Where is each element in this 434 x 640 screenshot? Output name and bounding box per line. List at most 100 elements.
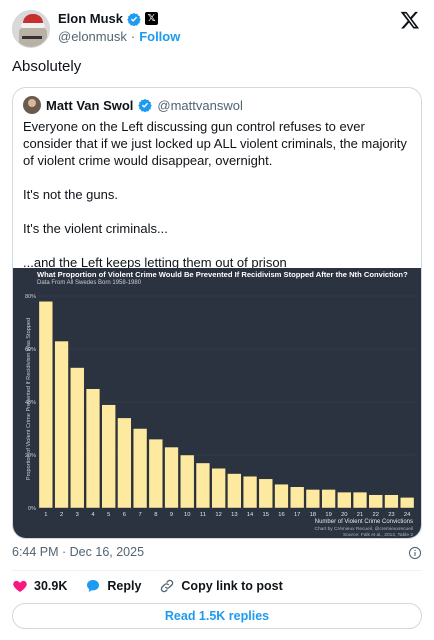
quoted-paragraph: Everyone on the Left discussing gun cont… (23, 119, 407, 168)
copy-link-label: Copy link to post (181, 579, 283, 593)
heart-icon (13, 580, 27, 592)
chart-y-tick-label: 40% (25, 400, 36, 406)
chart-bar (180, 454, 195, 509)
like-count: 30.9K (34, 579, 68, 593)
chart-credit: Chart by Crémieux Recueil, @cremieuxrecu… (314, 527, 413, 538)
read-replies-label: Read 1.5K replies (164, 609, 270, 623)
reply-label: Reply (107, 579, 142, 593)
chart-y-axis-label: Proportion of Violent Crime Prevented If… (26, 317, 32, 481)
chart-bar (352, 491, 368, 509)
tweet-header: Elon Musk 𝕏 @elonmusk · Follow (12, 10, 422, 50)
tweet-timestamp[interactable]: 6:44 PM · Dec 16, 2025 (12, 545, 144, 559)
chart-bar (274, 483, 289, 509)
avatar-hat (23, 14, 43, 25)
chart-x-tick-label: 18 (310, 512, 316, 518)
action-bar: 30.9K Reply Copy link to post (12, 578, 283, 594)
reply-button[interactable]: Reply (85, 578, 141, 594)
link-icon (161, 579, 174, 593)
chart-x-tick-label: 17 (294, 512, 300, 518)
handle-separator: · (130, 29, 136, 44)
chart-bar (148, 438, 163, 509)
verified-badge-icon (127, 12, 141, 26)
follow-button[interactable]: Follow (139, 29, 181, 44)
read-replies-button[interactable]: Read 1.5K replies (12, 603, 422, 629)
quoted-paragraph: It's not the guns. (23, 187, 118, 202)
quoted-paragraph: It's the violent criminals... (23, 221, 168, 236)
author-display-name[interactable]: Elon Musk (58, 11, 124, 26)
chart-bar (400, 497, 415, 509)
chart-bar (38, 301, 53, 509)
chart-x-tick-label: 12 (215, 512, 221, 518)
chart-bar (305, 489, 321, 509)
chart-bar (211, 468, 226, 509)
chart-credit-source: Source: Falk et al., 2014, Table 2 (342, 533, 413, 538)
chart-x-tick-label: 23 (388, 512, 394, 518)
info-icon[interactable] (408, 546, 422, 560)
chart-x-tick-label: 1 (44, 512, 47, 518)
chart-bar (54, 340, 69, 509)
chart-x-tick-label: 19 (325, 512, 331, 518)
chart-x-tick-label: 21 (357, 512, 363, 518)
chart-bar (337, 491, 352, 509)
chart-x-tick-label: 9 (170, 512, 173, 518)
chart-credit-author: Chart by Crémieux Recueil, @cremieuxrecu… (314, 527, 413, 532)
author-avatar[interactable] (12, 10, 50, 48)
chart-bar (242, 475, 258, 509)
chart-x-axis-label: Number of Violent Crime Convictions (314, 519, 413, 525)
author-handle[interactable]: @elonmusk (58, 29, 127, 44)
quoted-author-avatar (23, 96, 41, 114)
chart-x-tick-label: 14 (247, 512, 254, 518)
chart-x-tick-label: 10 (184, 512, 190, 518)
chart-title: What Proportion of Violent Crime Would B… (37, 270, 408, 279)
chart-bar (384, 494, 399, 509)
tweet-text: Absolutely (12, 58, 82, 75)
chart-bar (101, 404, 116, 509)
like-button[interactable]: 30.9K (12, 578, 67, 594)
chart-bar (164, 446, 179, 509)
chart-bar (132, 428, 148, 509)
chart-x-tick-label: 4 (91, 512, 95, 518)
chart-bar (290, 486, 305, 509)
chart-x-tick-label: 6 (123, 512, 126, 518)
quoted-verified-badge-icon (138, 98, 153, 112)
quoted-paragraph: ...and the Left keeps letting them out o… (23, 255, 287, 270)
chart-bar (368, 494, 383, 509)
author-name-row: Elon Musk 𝕏 (58, 11, 159, 26)
timestamp-text[interactable]: 6:44 PM · Dec 16, 2025 (12, 545, 145, 559)
copy-link-button[interactable]: Copy link to post (159, 578, 283, 594)
chart-bar (117, 417, 132, 509)
chart-y-tick-label: 60% (25, 347, 36, 353)
chart-y-tick-label: 20% (25, 453, 36, 459)
chart-plot: 0%20%40%60%80%1 2 3 4 5 6 7 8 9 10 11 12 13 14 15 16 17 1… (25, 294, 415, 518)
chart-y-tick-label: 0% (28, 506, 36, 512)
chart-x-tick-label: 20 (341, 512, 347, 518)
chart-x-tick-label: 7 (138, 512, 141, 518)
quoted-header: Matt Van Swol @mattvanswol (23, 96, 243, 114)
chart-x-tick-label: 24 (404, 512, 411, 518)
chart-bar (195, 462, 211, 509)
author-handle-row: @elonmusk · Follow (58, 29, 180, 44)
chart-x-tick-label: 3 (76, 512, 79, 518)
chart-x-tick-label: 2 (60, 512, 63, 518)
quoted-handle: @mattvanswol (157, 97, 243, 113)
x-logo-icon[interactable] (400, 10, 420, 30)
chart-bar (227, 473, 242, 509)
chart-x-tick-label: 8 (154, 512, 157, 518)
chart-bar (321, 489, 336, 509)
chart-bar (258, 478, 273, 509)
chart-x-tick-label: 13 (231, 512, 237, 518)
chart-y-tick-label: 80% (25, 294, 36, 300)
quoted-display-name: Matt Van Swol (46, 97, 134, 113)
chart-subtitle: Data From All Swedes Born 1958-1980 (37, 280, 142, 286)
chart-bar (85, 388, 101, 509)
chart-x-tick-label: 5 (107, 512, 110, 518)
recidivism-bar-chart[interactable]: 0% 20% 40% 60% 80% 1 2 3 4 5 6 7 8 9 10 11 12 13 14 15 16 17 1… (13, 268, 421, 538)
chart-x-tick-label: 22 (373, 512, 379, 518)
chart-x-tick-label: 11 (200, 512, 206, 518)
avatar-hatband (21, 23, 45, 28)
reply-bubble-icon (87, 580, 100, 592)
avatar-text-strip (22, 36, 42, 39)
quoted-tweet[interactable]: Matt Van Swol @mattvanswol Everyone on t… (12, 87, 422, 539)
chart-bar (70, 367, 85, 509)
